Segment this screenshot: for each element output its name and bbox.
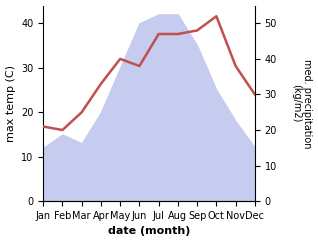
Y-axis label: med. precipitation
(kg/m2): med. precipitation (kg/m2): [291, 59, 313, 148]
X-axis label: date (month): date (month): [108, 227, 190, 236]
Y-axis label: max temp (C): max temp (C): [5, 65, 16, 142]
